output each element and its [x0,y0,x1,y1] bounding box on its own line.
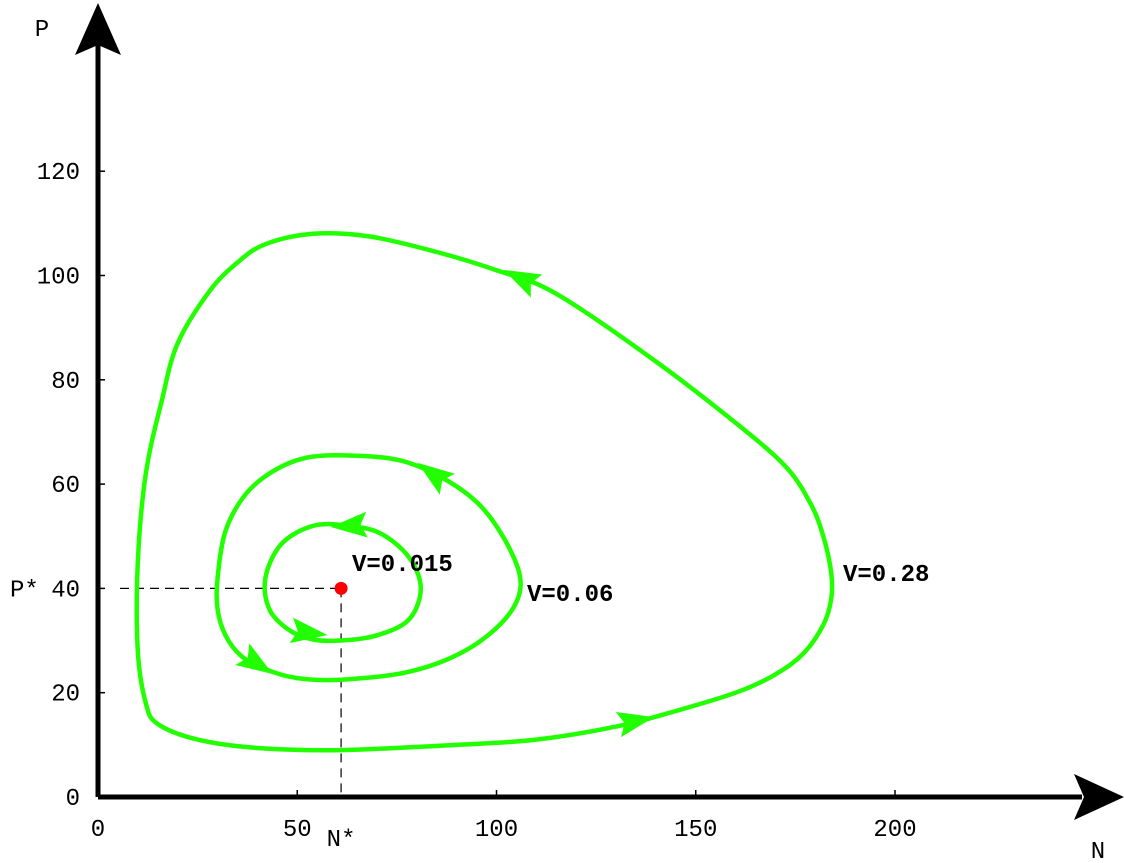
direction-arrow [615,711,655,738]
orbit-0 [262,511,424,644]
equilibrium-point [334,581,348,595]
n-star-label: N* [327,827,356,854]
direction-arrow [289,617,328,644]
orbit-labels: V=0.015 V=0.06 V=0.28 [352,552,929,609]
x-axis-title: N [1091,839,1105,863]
y-tick-label: 100 [37,265,80,292]
y-tick-label: 120 [37,160,80,187]
p-star-label: P* [10,577,39,604]
x-tick-label: 0 [91,817,105,844]
orbit-label: V=0.28 [843,562,929,589]
direction-arrow [417,462,455,495]
orbits [134,230,835,753]
y-tick-label: 80 [51,369,80,396]
y-axis-title: P [35,17,49,44]
orbit-line [134,230,835,753]
equilibrium [334,581,348,595]
x-axis-arrowhead [1074,774,1124,820]
x-tick-label: 50 [283,817,312,844]
axes [75,3,1124,820]
y-tick-label: 40 [51,577,80,604]
y-tick-label: 20 [51,682,80,709]
x-tick-label: 200 [873,817,916,844]
tick-labels: 0 50 100 150 200 0 20 40 60 80 100 120 N P N* P* [10,17,1105,863]
orbit-1 [214,453,523,683]
x-tick-label: 100 [475,817,518,844]
direction-arrow [235,643,273,675]
orbit-label: V=0.015 [352,552,453,579]
direction-arrow [330,511,368,538]
orbit-2 [134,230,835,753]
x-tick-label: 150 [674,817,717,844]
y-axis-arrowhead [75,3,121,55]
y-tick-label: 0 [66,786,80,813]
orbit-line [262,521,424,644]
direction-arrow [503,269,543,298]
orbit-label: V=0.06 [527,582,613,609]
equilibrium-guides [120,587,342,797]
orbit-line [214,453,523,683]
y-tick-label: 60 [51,473,80,500]
